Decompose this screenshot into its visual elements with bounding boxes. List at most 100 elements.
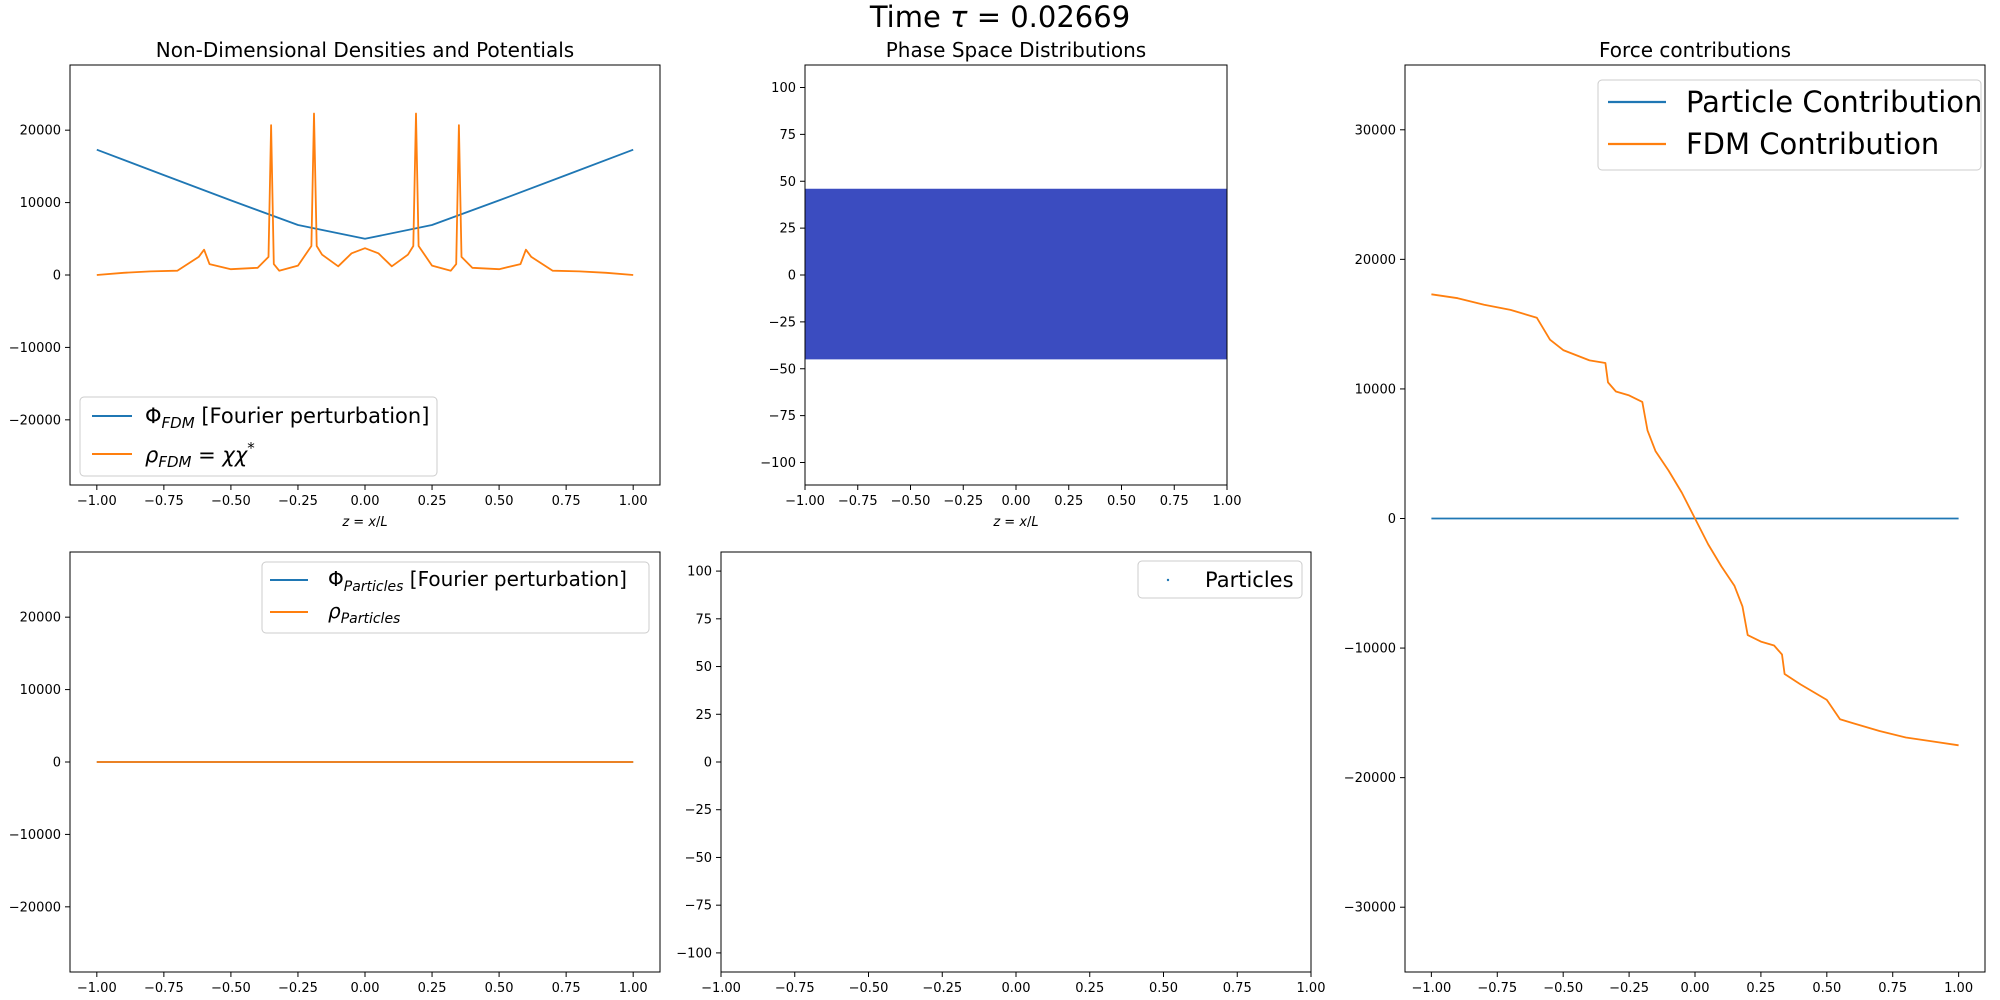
x-tick-label: 0.00 (1681, 981, 1710, 996)
x-tick-label: 1.00 (1297, 981, 1326, 996)
y-tick-label: 100 (687, 565, 712, 580)
x-tick-label: −0.25 (922, 981, 962, 996)
x-tick-label: 1.00 (1213, 494, 1242, 509)
legend-box (1597, 79, 1982, 171)
x-tick-label: −1.00 (77, 494, 117, 509)
x-tick-label: −0.50 (211, 494, 251, 509)
x-tick-label: 0.00 (351, 494, 380, 509)
legend-label: ρParticles (328, 599, 400, 627)
x-tick-label: 0.00 (1002, 981, 1031, 996)
x-tick-label: 0.75 (552, 981, 581, 996)
chart-phase_space_fdm: −1.00 −0.75 −0.50 −0.25 0.00 0.25 0.50 0.75 1.00… (760, 38, 1241, 530)
x-tick-label: 0.25 (1054, 494, 1083, 509)
y-tick-label: 75 (779, 128, 796, 143)
x-tick-label: 0.25 (418, 981, 447, 996)
axes-frame (720, 551, 1312, 973)
chart-densities_fdm: −1.00 −0.75 −0.50 −0.25 0.00 0.25 0.50 0.75 1.00… (9, 38, 661, 530)
x-tick-label: −1.00 (701, 981, 741, 996)
y-tick-label: −100 (676, 946, 712, 961)
x-tick-label: 0.50 (485, 981, 514, 996)
y-tick-label: −20000 (9, 413, 61, 428)
x-tick-label: −0.75 (1477, 981, 1517, 996)
x-tick-label: 0.50 (485, 494, 514, 509)
x-tick-label: −0.75 (775, 981, 815, 996)
legend-box (1137, 560, 1303, 599)
y-tick-label: 50 (695, 660, 712, 675)
x-tick-label: −0.75 (144, 981, 184, 996)
series-line (96, 148, 634, 240)
y-tick-label: 20000 (20, 611, 61, 626)
y-tick-label: −25 (769, 315, 796, 330)
y-tick-label: −75 (769, 409, 796, 424)
x-tick-label: 0.50 (1812, 981, 1841, 996)
y-tick-label: −10000 (9, 828, 61, 843)
chart-phase_space_particles: −1.00 −0.75 −0.50 −0.25 0.00 0.25 0.50 0.75 1.00… (676, 551, 1326, 996)
legend-box (261, 561, 650, 634)
y-tick-label: −100 (760, 456, 796, 471)
legend-swatch (1166, 578, 1170, 582)
legend-label: FDM Contribution (1686, 127, 1939, 161)
y-tick-label: 20000 (1355, 253, 1396, 268)
x-tick-label: −0.25 (278, 981, 318, 996)
y-tick-label: 75 (695, 612, 712, 627)
x-tick-label: 1.00 (619, 981, 648, 996)
chart-title: Non-Dimensional Densities and Potentials (156, 38, 574, 62)
y-tick-label: −75 (685, 899, 712, 914)
x-tick-label: −1.00 (1411, 981, 1451, 996)
y-tick-label: 50 (779, 175, 796, 190)
y-tick-label: −10000 (9, 341, 61, 356)
x-tick-label: 0.00 (351, 981, 380, 996)
y-tick-label: 10000 (20, 196, 61, 211)
figure-title-prefix: Time (869, 0, 951, 34)
legend-label: ΦParticles [Fourier perturbation] (328, 567, 627, 595)
x-tick-label: 0.75 (552, 494, 581, 509)
x-tick-label: −0.25 (943, 494, 983, 509)
x-tick-label: 1.00 (619, 494, 648, 509)
chart-title: Force contributions (1599, 38, 1791, 62)
x-axis-label: z = x/L (992, 515, 1038, 530)
phase-density-fill (805, 188, 1227, 360)
x-tick-label: −0.50 (211, 981, 251, 996)
x-tick-label: −1.00 (785, 494, 825, 509)
x-tick-label: 0.25 (1075, 981, 1104, 996)
y-tick-label: −25 (685, 803, 712, 818)
chart-densities_particles: −1.00 −0.75 −0.50 −0.25 0.00 0.25 0.50 0.75 1.00… (9, 551, 661, 996)
legend-label: Particle Contribution (1686, 85, 1982, 119)
y-tick-label: 10000 (1355, 382, 1396, 397)
y-tick-label: −50 (769, 362, 796, 377)
x-tick-label: 0.50 (1107, 494, 1136, 509)
figure-title: Time τ = 0.02669 (0, 0, 2000, 34)
chart-forces: −1.00 −0.75 −0.50 −0.25 0.00 0.25 0.50 0.75 1.00… (1344, 38, 1986, 996)
x-tick-label: −1.00 (77, 981, 117, 996)
y-tick-label: 0 (1388, 512, 1396, 527)
x-tick-label: −0.25 (278, 494, 318, 509)
x-tick-label: 0.75 (1223, 981, 1252, 996)
series-line (96, 112, 634, 276)
x-tick-label: −0.50 (1543, 981, 1583, 996)
x-tick-label: −0.50 (891, 494, 931, 509)
y-tick-label: 20000 (20, 124, 61, 139)
y-tick-label: 25 (695, 708, 712, 723)
x-tick-label: 1.00 (1944, 981, 1973, 996)
x-tick-label: 0.00 (1002, 494, 1031, 509)
x-tick-label: −0.25 (1609, 981, 1649, 996)
x-tick-label: −0.75 (838, 494, 878, 509)
x-tick-label: 0.25 (418, 494, 447, 509)
chart-title: Phase Space Distributions (886, 38, 1146, 62)
y-tick-label: −30000 (1344, 901, 1396, 916)
y-tick-label: −20000 (1344, 771, 1396, 786)
x-tick-label: 0.50 (1149, 981, 1178, 996)
legend-label: Particles (1205, 568, 1294, 592)
y-tick-label: 30000 (1355, 123, 1396, 138)
figure-title-suffix: = 0.02669 (967, 0, 1131, 34)
figure-title-symbol: τ (950, 0, 968, 34)
x-tick-label: 0.75 (1878, 981, 1907, 996)
y-tick-label: −20000 (9, 900, 61, 915)
series-line (1431, 293, 1959, 747)
y-tick-label: 25 (779, 222, 796, 237)
x-tick-label: −0.75 (144, 494, 184, 509)
legend-box (79, 396, 438, 477)
legend-label: ΦFDM [Fourier perturbation] (145, 404, 429, 432)
x-tick-label: 0.25 (1746, 981, 1775, 996)
